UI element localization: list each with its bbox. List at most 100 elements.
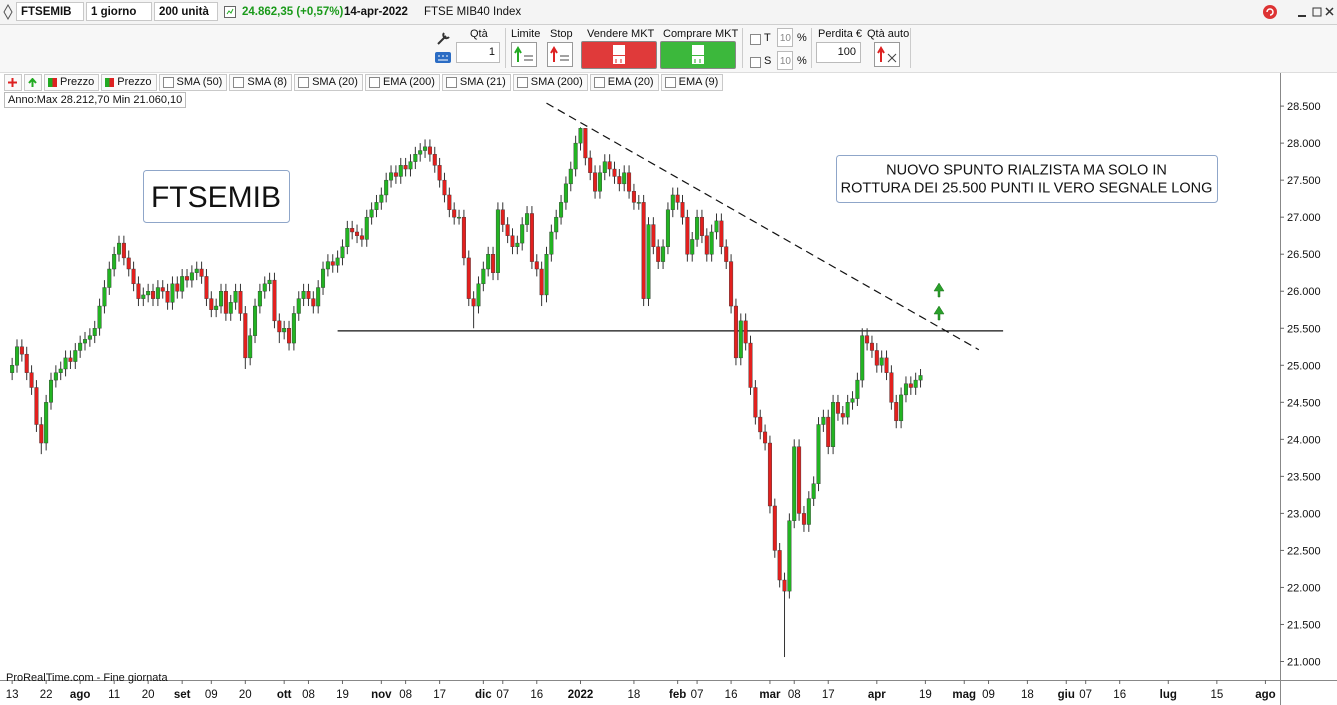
x-tick-label: lug (1160, 689, 1177, 701)
candle-body (908, 383, 913, 388)
indicator-checkbox[interactable] (664, 77, 676, 88)
candle-body (913, 379, 918, 388)
candle-body (573, 142, 578, 170)
units-select[interactable]: 200 unità (154, 2, 218, 21)
indicator-label: EMA (9) (678, 76, 719, 88)
candle-body (670, 194, 675, 210)
indicator-checkbox[interactable] (162, 77, 174, 88)
annotation-text: NUOVO SPUNTO RIALZISTA MA SOLO IN (886, 163, 1167, 179)
x-tick-label: 16 (725, 689, 738, 701)
s-checkbox[interactable] (750, 57, 761, 68)
indicator-toggle[interactable]: EMA (20) (589, 74, 659, 91)
buy-button[interactable] (660, 41, 736, 69)
x-tick-label: 15 (1210, 689, 1223, 701)
candle-body (24, 353, 29, 373)
candle-body (855, 379, 860, 399)
sell-button[interactable] (581, 41, 657, 69)
stop-button[interactable] (547, 42, 573, 67)
info-icon[interactable] (224, 6, 236, 18)
indicator-toggle[interactable]: SMA (20) (294, 74, 363, 91)
qty-input[interactable]: 1 (456, 42, 500, 63)
x-tick-label: ago (70, 689, 90, 701)
t-checkbox[interactable] (750, 34, 761, 45)
indicator-toggle[interactable]: EMA (9) (660, 74, 724, 91)
indicator-checkbox[interactable] (368, 77, 380, 88)
indicator-toggle[interactable]: EMA (200) (364, 74, 440, 91)
candle-body (680, 202, 685, 218)
x-tick-label: 19 (336, 689, 349, 701)
candle-body (29, 372, 34, 388)
candle-body (165, 291, 170, 303)
annotation-text: FTSEMIB (151, 181, 281, 214)
zoom-out-icon[interactable] (24, 74, 42, 91)
indicator-checkbox[interactable] (105, 78, 115, 87)
candle-body (826, 416, 831, 447)
candle-body (534, 261, 539, 270)
candle-body (151, 291, 156, 299)
candle-body (398, 165, 403, 177)
candle-body (471, 298, 476, 307)
candle-body (699, 216, 704, 236)
candle-body (306, 291, 311, 299)
candle-body (209, 298, 214, 310)
s-input[interactable]: 10 (777, 51, 793, 70)
last-date: 14-apr-2022 (344, 6, 408, 18)
candle-body (364, 216, 369, 240)
candle-body (845, 402, 850, 418)
order-tools-icon[interactable] (434, 30, 452, 66)
candle-body (204, 276, 209, 299)
candle-body (753, 387, 758, 418)
indicator-toggle[interactable]: SMA (21) (441, 74, 511, 91)
candle-body (287, 328, 292, 344)
candle-body (316, 287, 321, 307)
candle-body (73, 350, 78, 362)
buy-icon (692, 45, 704, 64)
candle-body (233, 291, 238, 303)
candle-body (831, 402, 836, 447)
candle-body (97, 305, 102, 329)
candle-body (277, 320, 282, 333)
zoom-in-icon[interactable] (4, 74, 22, 91)
x-tick-label: 09 (205, 689, 218, 701)
candle-body (549, 231, 554, 255)
indicator-checkbox[interactable] (593, 77, 605, 88)
indicator-checkbox[interactable] (298, 77, 310, 88)
period-select[interactable]: 1 giorno (86, 2, 152, 21)
window-controls[interactable] (1260, 3, 1334, 21)
t-input[interactable]: 10 (777, 28, 793, 47)
x-tick-label: apr (868, 689, 886, 701)
qty-label: Qtà (470, 28, 488, 40)
candle-body (559, 202, 564, 218)
candle-body (238, 291, 243, 314)
limit-button[interactable] (511, 42, 537, 67)
indicator-toggle[interactable]: SMA (200) (512, 74, 588, 91)
candle-body (359, 235, 364, 240)
indicator-toggle[interactable]: SMA (50) (158, 74, 228, 91)
indicator-checkbox[interactable] (516, 77, 528, 88)
candle-body (345, 228, 350, 247)
candle-body (321, 268, 326, 288)
symbol-select[interactable]: FTSEMIB (16, 2, 84, 21)
candle-body (58, 368, 63, 373)
candle-body (223, 291, 228, 314)
candle-body (636, 202, 641, 204)
indicator-checkbox[interactable] (48, 78, 57, 87)
y-tick-label: 27.500 (1287, 175, 1321, 187)
candle-body (34, 387, 39, 425)
auto-qty-button[interactable] (874, 42, 900, 67)
indicator-legend: Prezzo Prezzo SMA (50) SMA (8) SMA (20) EMA (… (4, 74, 724, 91)
candle-body (389, 172, 394, 181)
indicator-toggle[interactable]: Prezzo (101, 74, 157, 91)
indicator-checkbox[interactable] (233, 77, 245, 88)
candle-body (466, 257, 471, 299)
candle-body (811, 483, 816, 499)
y-tick-label: 22.000 (1287, 582, 1321, 594)
loss-input[interactable]: 100 (816, 42, 861, 63)
indicator-checkbox[interactable] (445, 77, 457, 88)
annotation-text: ROTTURA DEI 25.500 PUNTI IL VERO SEGNALE… (841, 181, 1213, 197)
candle-body (801, 513, 806, 525)
indicator-toggle[interactable]: SMA (8) (229, 74, 293, 91)
candle-body (646, 224, 651, 299)
indicator-toggle[interactable]: Prezzo (44, 74, 100, 91)
